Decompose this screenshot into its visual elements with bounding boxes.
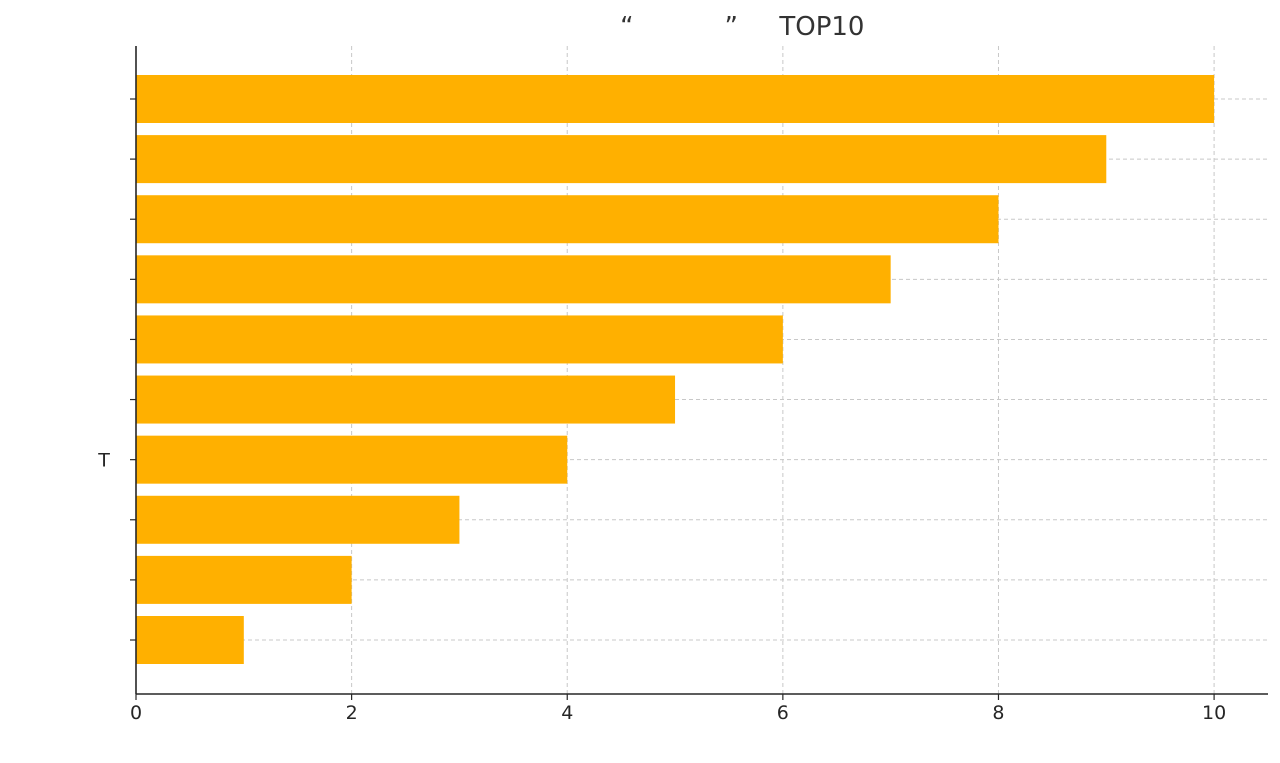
bar	[136, 495, 460, 544]
y-tick-label	[92, 630, 128, 652]
bar	[136, 135, 1107, 184]
y-tick-label	[92, 510, 128, 532]
y-tick-label	[86, 209, 128, 231]
x-tick-label: 6	[777, 702, 789, 724]
y-tick-labels: T	[68, 89, 136, 652]
bar	[136, 435, 568, 484]
x-tick-labels: 0 2 4 6 8 10	[130, 694, 1226, 724]
y-tick-label	[86, 269, 128, 291]
bar	[136, 255, 891, 304]
bar	[136, 616, 244, 664]
bar	[136, 555, 352, 604]
x-tick-label: 4	[561, 702, 573, 724]
chart-title: “ ” TOP10	[538, 12, 865, 42]
bar	[136, 75, 1215, 123]
axes	[135, 46, 1268, 695]
x-tick-label: 8	[992, 702, 1004, 724]
x-tick-label: 0	[130, 702, 142, 724]
y-tick-label	[92, 149, 128, 171]
x-axis-label	[625, 727, 778, 751]
y-tick-label	[86, 329, 128, 351]
y-tick-label	[98, 570, 128, 592]
y-tick-label: T	[74, 450, 128, 472]
x-tick-label: 10	[1202, 702, 1226, 724]
bar	[136, 375, 676, 424]
bars	[136, 75, 1215, 664]
bar	[136, 315, 783, 364]
y-tick-label	[68, 89, 128, 111]
x-tick-label: 2	[346, 702, 358, 724]
bar	[136, 195, 999, 244]
y-tick-label	[86, 390, 128, 412]
